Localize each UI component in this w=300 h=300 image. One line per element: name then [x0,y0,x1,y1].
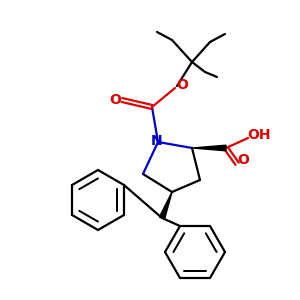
Text: O: O [237,153,249,167]
Text: O: O [109,93,121,107]
Polygon shape [192,145,226,151]
Text: O: O [176,78,188,92]
Text: OH: OH [247,128,271,142]
Polygon shape [159,192,172,219]
Text: N: N [151,134,163,148]
